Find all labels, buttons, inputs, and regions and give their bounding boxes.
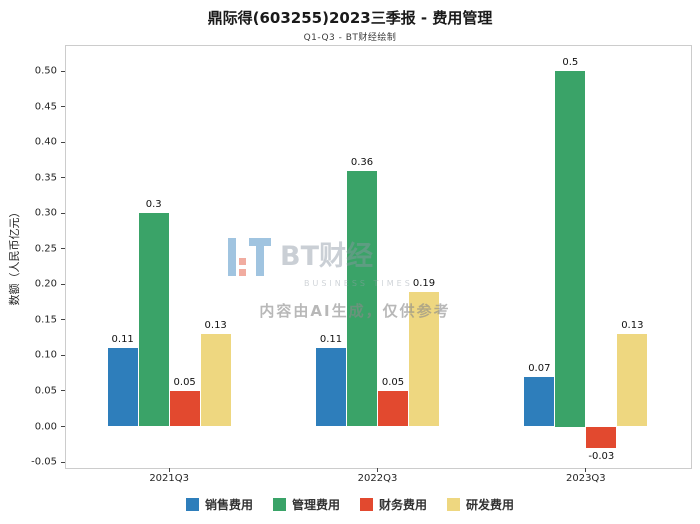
- chart-subtitle: Q1-Q3 - BT财经绘制: [303, 33, 397, 43]
- bar-value-label: 0.11: [111, 334, 134, 346]
- legend-label: 销售费用: [204, 498, 253, 512]
- legend-label: 研发费用: [466, 498, 515, 512]
- x-tick-label: 2022Q3: [357, 473, 398, 484]
- y-tick-mark: [61, 70, 65, 72]
- legend-swatch: [360, 498, 373, 511]
- bar: [107, 348, 138, 427]
- y-tick-label: 0.20: [34, 278, 57, 290]
- y-tick-mark: [61, 390, 65, 392]
- y-tick-label: 0.45: [34, 101, 57, 113]
- y-tick-mark: [61, 248, 65, 250]
- bar: [347, 170, 377, 427]
- legend-item: 研发费用: [447, 496, 514, 513]
- bar: [586, 426, 617, 448]
- y-tick-label: -0.05: [31, 456, 57, 468]
- y-tick-label: 0.40: [34, 136, 57, 148]
- bar: [200, 334, 231, 427]
- bar: [378, 390, 408, 427]
- y-tick-label: 0.15: [34, 314, 57, 326]
- chart-title: 鼎际得(603255)2023三季报 - 费用管理: [207, 9, 493, 27]
- bar: [555, 71, 586, 427]
- legend-swatch: [185, 498, 199, 511]
- y-tick-mark: [61, 106, 65, 108]
- bar-value-label: 0.36: [350, 156, 374, 168]
- y-tick-mark: [61, 319, 65, 321]
- y-tick-mark: [61, 461, 65, 463]
- x-tick-mark: [168, 468, 170, 472]
- legend-item: 销售费用: [185, 496, 253, 513]
- bar-value-label: -0.03: [588, 450, 615, 462]
- bar-value-label: 0.3: [145, 199, 162, 211]
- bar-value-label: 0.05: [173, 376, 196, 388]
- legend-label: 财务费用: [379, 498, 428, 512]
- bar: [138, 213, 169, 427]
- bar: [409, 291, 439, 427]
- x-tick-label: 2021Q3: [149, 473, 189, 484]
- bar-value-label: 0.19: [412, 277, 436, 289]
- x-tick-label: 2023Q3: [565, 473, 606, 484]
- y-tick-mark: [61, 141, 65, 143]
- y-tick-label: 0.10: [34, 349, 57, 361]
- y-tick-label: 0.00: [34, 421, 57, 432]
- bar: [617, 334, 648, 427]
- bar: [316, 348, 346, 427]
- x-tick-mark: [377, 468, 378, 472]
- bar-value-label: 0.05: [381, 376, 405, 388]
- bar: [169, 390, 200, 427]
- y-tick-mark: [61, 426, 65, 427]
- bar: [524, 376, 555, 427]
- y-tick-label: 0.30: [34, 207, 57, 219]
- legend: 销售费用 管理费用 财务费用 研发费用: [0, 496, 700, 513]
- legend-item: 管理费用: [272, 496, 340, 513]
- bar-value-label: 0.07: [528, 362, 551, 374]
- y-tick-mark: [61, 354, 65, 356]
- legend-swatch: [447, 498, 461, 511]
- bar-value-label: 0.13: [204, 320, 227, 332]
- y-tick-label: 0.50: [34, 65, 57, 77]
- bar-value-label: 0.13: [621, 320, 644, 332]
- y-tick-mark: [61, 177, 65, 179]
- x-tick-mark: [585, 468, 587, 472]
- y-axis-label: 数额（人民币亿元）: [8, 206, 21, 306]
- bar-value-label: 0.5: [562, 57, 579, 69]
- y-tick-label: 0.05: [34, 385, 57, 397]
- y-tick-mark: [61, 212, 65, 214]
- y-tick-label: 0.25: [34, 243, 57, 255]
- legend-label: 管理费用: [291, 498, 340, 512]
- legend-item: 财务费用: [360, 496, 427, 513]
- bar-value-label: 0.11: [319, 334, 343, 346]
- y-tick-label: 0.35: [34, 172, 57, 184]
- y-tick-mark: [61, 283, 65, 285]
- legend-swatch: [272, 498, 286, 511]
